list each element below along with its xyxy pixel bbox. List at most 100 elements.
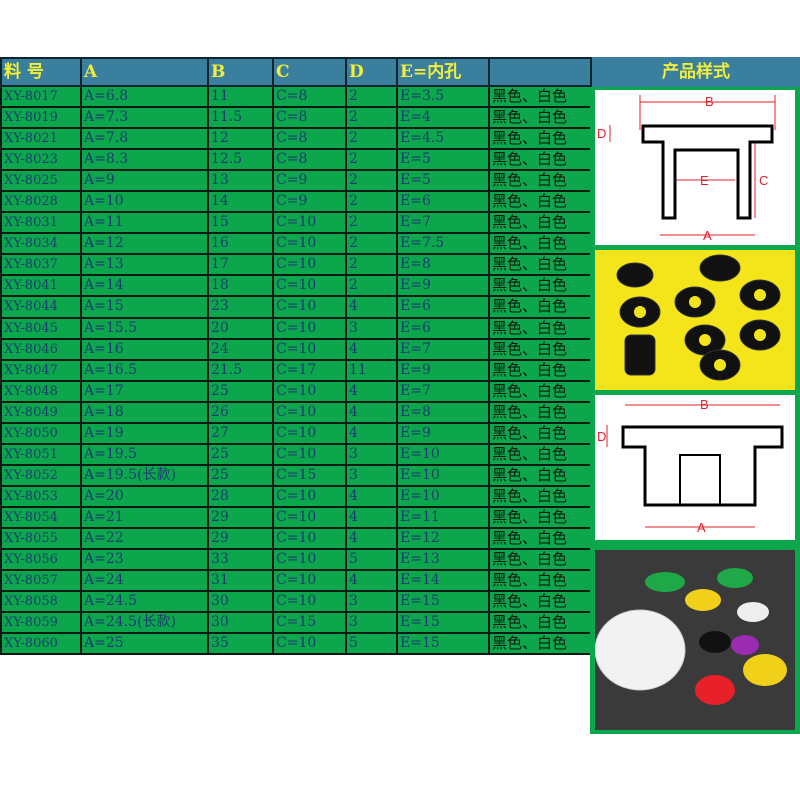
cell-c: C=10: [272, 337, 347, 361]
dim-a-label: A: [703, 228, 712, 243]
dim-e-label: E: [700, 173, 709, 188]
cell-part-number: XY-8041: [0, 274, 82, 298]
cell-color: 黑色、白色: [488, 569, 592, 593]
cell-a: A=12: [80, 232, 209, 256]
cell-part-number: XY-8048: [0, 379, 82, 403]
cell-d: 4: [345, 337, 398, 361]
colored-plugs-photo: [595, 550, 795, 730]
cell-part-number: XY-8037: [0, 253, 82, 277]
cell-b: 23: [207, 295, 274, 319]
cell-e: E=9: [396, 274, 490, 298]
table-row: XY-8046 A=16 24 C=10 4 E=7 黑色、白色: [0, 337, 592, 361]
table-row: XY-8023 A=8.3 12.5 C=8 2 E=5 黑色、白色: [0, 148, 592, 172]
cell-color: 黑色、白色: [488, 316, 592, 340]
header-d: D: [345, 57, 398, 87]
table-row: XY-8037 A=13 17 C=10 2 E=8 黑色、白色: [0, 253, 592, 277]
cell-part-number: XY-8044: [0, 295, 82, 319]
cell-color: 黑色、白色: [488, 421, 592, 445]
table-row: XY-8052 A=19.5(长款) 25 C=15 3 E=10 黑色、白色: [0, 463, 592, 487]
cell-b: 14: [207, 190, 274, 214]
cell-e: E=3.5: [396, 84, 490, 109]
cell-c: C=10: [272, 400, 347, 424]
header-b: B: [207, 57, 274, 87]
table-row: XY-8050 A=19 27 C=10 4 E=9 黑色、白色: [0, 421, 592, 445]
header-color: [488, 57, 592, 87]
table-row: XY-8060 A=25 35 C=10 5 E=15 黑色、白色: [0, 632, 592, 656]
cell-c: C=10: [272, 253, 347, 277]
cell-b: 35: [207, 632, 274, 656]
table-row: XY-8031 A=11 15 C=10 2 E=7 黑色、白色: [0, 211, 592, 235]
cell-e: E=4: [396, 106, 490, 130]
cell-c: C=10: [272, 316, 347, 340]
cell-a: A=19.5(长款): [80, 463, 209, 487]
cell-b: 24: [207, 337, 274, 361]
cell-b: 11.5: [207, 106, 274, 130]
cell-a: A=7.8: [80, 127, 209, 151]
cell-color: 黑色、白色: [488, 169, 592, 193]
cell-part-number: XY-8054: [0, 505, 82, 529]
cell-e: E=8: [396, 400, 490, 424]
cell-c: C=10: [272, 295, 347, 319]
cell-b: 29: [207, 505, 274, 529]
table-row: XY-8056 A=23 33 C=10 5 E=13 黑色、白色: [0, 548, 592, 572]
cell-b: 17: [207, 253, 274, 277]
table-row: XY-8049 A=18 26 C=10 4 E=8 黑色、白色: [0, 400, 592, 424]
dim-b-label: B: [705, 94, 714, 109]
cell-e: E=14: [396, 569, 490, 593]
plug-outline: [641, 124, 774, 220]
cell-a: A=21: [80, 505, 209, 529]
cell-b: 30: [207, 590, 274, 614]
cell-d: 3: [345, 316, 398, 340]
cell-c: C=10: [272, 421, 347, 445]
cell-e: E=10: [396, 442, 490, 466]
cell-d: 11: [345, 358, 398, 382]
dim-a-label-2: A: [697, 520, 706, 535]
cell-d: 4: [345, 505, 398, 529]
cell-c: C=10: [272, 211, 347, 235]
cell-color: 黑色、白色: [488, 295, 592, 319]
cell-e: E=7.5: [396, 232, 490, 256]
cell-b: 25: [207, 379, 274, 403]
cell-part-number: XY-8028: [0, 190, 82, 214]
table-row: XY-8025 A=9 13 C=9 2 E=5 黑色、白色: [0, 169, 592, 193]
table-row: XY-8028 A=10 14 C=9 2 E=6 黑色、白色: [0, 190, 592, 214]
plug-outline-2: [621, 425, 784, 507]
cell-part-number: XY-8058: [0, 590, 82, 614]
cell-c: C=10: [272, 442, 347, 466]
cell-d: 3: [345, 463, 398, 487]
cell-color: 黑色、白色: [488, 211, 592, 235]
cross-section-diagram-tall: B D C E A: [595, 90, 795, 245]
cell-a: A=19: [80, 421, 209, 445]
cell-a: A=14: [80, 274, 209, 298]
cell-b: 25: [207, 463, 274, 487]
table-row: XY-8017 A=6.8 11 C=8 2 E=3.5 黑色、白色: [0, 84, 592, 109]
header-part-number: 料 号: [0, 57, 82, 87]
cell-d: 2: [345, 253, 398, 277]
cell-a: A=9: [80, 169, 209, 193]
cell-color: 黑色、白色: [488, 548, 592, 572]
table-row: XY-8059 A=24.5(长款) 30 C=15 3 E=15 黑色、白色: [0, 611, 592, 635]
cell-color: 黑色、白色: [488, 84, 592, 109]
cell-a: A=17: [80, 379, 209, 403]
table-row: XY-8053 A=20 28 C=10 4 E=10 黑色、白色: [0, 484, 592, 508]
header-a: A: [80, 57, 209, 87]
cell-part-number: XY-8019: [0, 106, 82, 130]
cell-part-number: XY-8021: [0, 127, 82, 151]
table-row: XY-8054 A=21 29 C=10 4 E=11 黑色、白色: [0, 505, 592, 529]
cell-b: 15: [207, 211, 274, 235]
cell-color: 黑色、白色: [488, 400, 592, 424]
cell-part-number: XY-8049: [0, 400, 82, 424]
cell-color: 黑色、白色: [488, 232, 592, 256]
cell-b: 27: [207, 421, 274, 445]
cell-a: A=22: [80, 526, 209, 551]
cell-a: A=24.5: [80, 590, 209, 614]
cell-d: 2: [345, 232, 398, 256]
cell-c: C=10: [272, 548, 347, 572]
cell-part-number: XY-8031: [0, 211, 82, 235]
cell-e: E=9: [396, 358, 490, 382]
cell-c: C=10: [272, 632, 347, 656]
cell-a: A=23: [80, 548, 209, 572]
cell-c: C=10: [272, 569, 347, 593]
dim-b-label-2: B: [700, 397, 709, 412]
cell-color: 黑色、白色: [488, 253, 592, 277]
